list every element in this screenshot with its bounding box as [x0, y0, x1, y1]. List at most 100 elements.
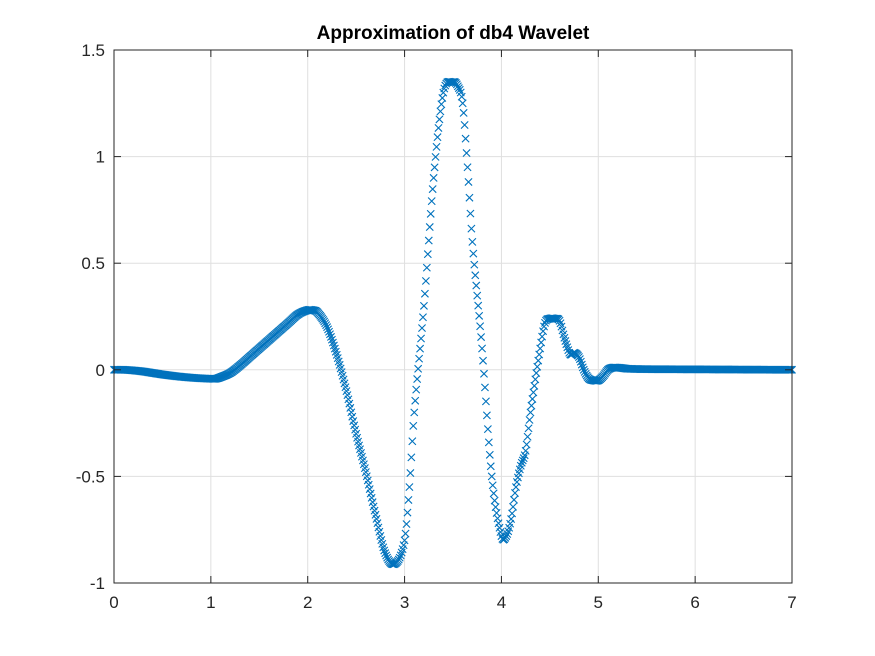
data-point-marker: [459, 108, 468, 117]
data-point-marker: [425, 223, 434, 232]
x-tick-label: 4: [497, 593, 506, 612]
data-point-marker: [419, 301, 428, 310]
data-point-marker: [411, 396, 420, 405]
data-point-marker: [579, 365, 588, 374]
data-point-marker: [322, 321, 331, 330]
data-point-marker: [509, 502, 518, 511]
data-point-marker: [592, 376, 601, 385]
data-point-marker: [473, 291, 482, 300]
y-tick-label: 1: [96, 148, 105, 167]
data-point-marker: [407, 453, 416, 462]
y-tick-labels: -1 -0.5 0 0.5 1 1.5: [76, 41, 105, 593]
data-point-marker: [532, 369, 541, 378]
data-point-marker: [436, 107, 445, 116]
data-point-marker: [323, 323, 332, 332]
data-point-marker: [464, 177, 473, 186]
data-point-marker: [479, 356, 488, 365]
data-point-marker: [580, 367, 589, 376]
data-point-marker: [518, 456, 527, 465]
data-point-marker: [578, 363, 587, 372]
data-point-marker: [574, 353, 583, 361]
y-tick-label: 0.5: [81, 254, 105, 273]
data-point-marker: [522, 440, 531, 449]
data-point-marker: [452, 80, 461, 89]
data-point-marker: [463, 163, 472, 172]
data-point-marker: [525, 415, 534, 424]
data-point-marker: [435, 115, 444, 124]
data-point-marker: [437, 100, 446, 109]
data-point-marker: [423, 250, 432, 259]
x-tick-label: 1: [206, 593, 215, 612]
data-point-marker: [460, 121, 469, 129]
data-point-marker: [326, 332, 335, 341]
data-point-marker: [539, 327, 548, 336]
data-point-marker: [476, 322, 485, 331]
data-point-marker: [483, 425, 492, 434]
data-point-marker: [380, 546, 389, 555]
data-point-marker: [417, 334, 426, 343]
data-point-marker: [508, 509, 517, 518]
data-point-marker: [577, 360, 586, 369]
data-point-marker: [480, 369, 488, 378]
data-point-marker: [523, 432, 532, 441]
data-point-marker: [325, 327, 334, 336]
data-point-marker: [453, 82, 462, 91]
data-point-marker: [467, 224, 476, 233]
data-point-marker: [489, 489, 498, 498]
data-point-marker: [412, 385, 421, 394]
data-point-marker: [524, 424, 533, 433]
data-point-marker: [381, 549, 390, 558]
data-point-marker: [382, 551, 391, 560]
data-point-marker: [433, 133, 442, 142]
data-point-marker: [458, 99, 467, 108]
data-point-marker: [406, 469, 415, 478]
data-point-marker: [408, 437, 417, 446]
y-tick-label: 1.5: [81, 41, 105, 60]
data-point-marker: [427, 197, 436, 206]
data-point-marker: [516, 461, 525, 470]
data-point-marker: [477, 333, 486, 342]
data-point-marker: [480, 383, 489, 392]
y-tick-label: -0.5: [76, 467, 105, 486]
data-point-marker: [399, 541, 408, 550]
data-point-marker: [327, 335, 336, 344]
data-point-marker: [454, 84, 463, 93]
data-point-marker: [329, 341, 338, 350]
data-point-marker: [326, 330, 334, 339]
data-point-marker: [493, 514, 502, 523]
data-point-marker: [465, 193, 474, 202]
data-point-marker: [488, 481, 497, 490]
data-point-marker: [555, 316, 564, 325]
data-point-marker: [410, 408, 419, 417]
data-point-marker: [409, 421, 418, 430]
data-point-marker: [394, 555, 403, 564]
data-point-marker: [528, 394, 537, 403]
data-point-marker: [328, 338, 337, 347]
data-point-marker: [429, 173, 438, 182]
data-point-marker: [457, 92, 466, 101]
tick-marks: [113, 49, 793, 584]
data-point-marker: [576, 357, 585, 366]
data-point-marker: [400, 536, 409, 545]
data-point-marker: [440, 84, 449, 93]
x-tick-labels: 0 1 2 3 4 5 6 7: [109, 593, 796, 612]
x-tick-label: 2: [303, 593, 312, 612]
data-point-marker: [321, 319, 330, 328]
data-point-marker: [470, 260, 479, 269]
data-point-marker: [421, 276, 430, 285]
data-point-marker: [396, 551, 405, 560]
chart-title: Approximation of db4 Wavelet: [317, 23, 590, 44]
data-point-marker: [575, 355, 584, 364]
x-tick-label: 7: [787, 593, 796, 612]
data-point-marker: [461, 134, 470, 143]
data-point-marker: [430, 163, 439, 172]
data-point-marker: [526, 408, 535, 417]
data-point-marker: [415, 354, 424, 363]
data-point-marker: [462, 149, 471, 158]
data-point-marker: [416, 344, 425, 353]
data-point-marker: [455, 85, 464, 94]
data-point-marker: [471, 271, 480, 280]
data-point-marker: [481, 397, 490, 406]
data-point-marker: [486, 462, 495, 471]
